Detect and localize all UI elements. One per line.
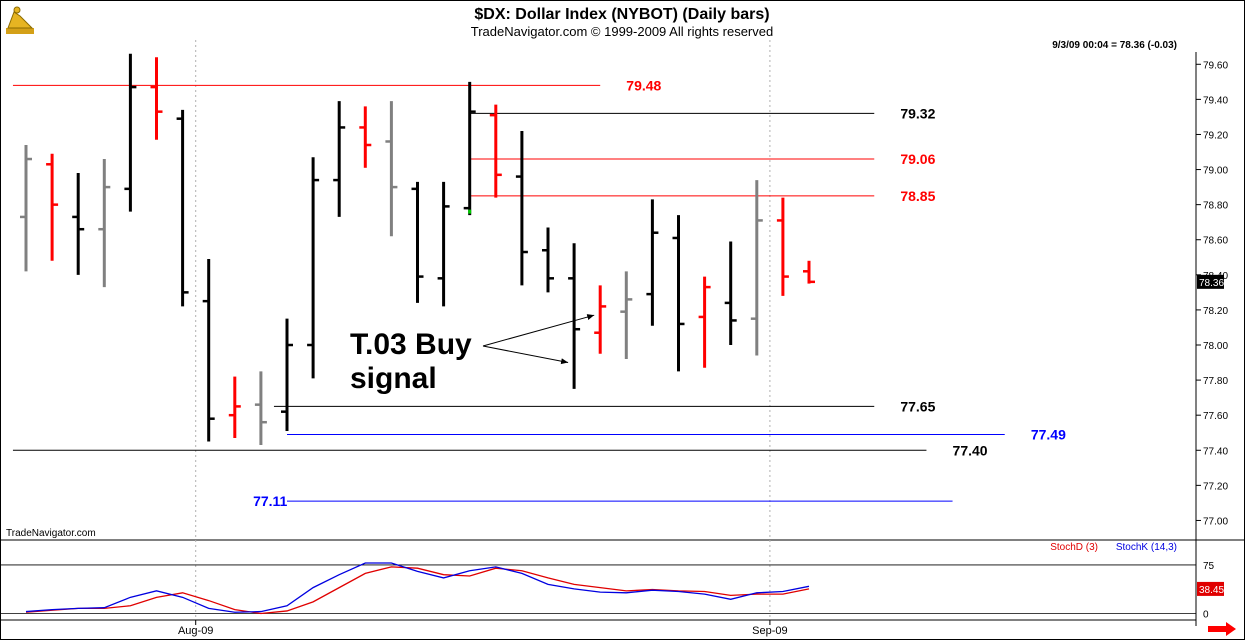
- price-bars: [20, 53, 815, 446]
- annotation-arrow: [482, 345, 569, 365]
- stochd-legend: StochD (3): [1050, 542, 1098, 553]
- ohlc-bar: [20, 144, 32, 272]
- level-label: 79.48: [626, 77, 661, 93]
- price-tick-label: 77.20: [1203, 481, 1228, 492]
- price-tick-label: 79.60: [1203, 60, 1228, 71]
- ohlc-bar: [98, 159, 111, 288]
- price-tick-label: 78.60: [1203, 236, 1228, 247]
- buy-signal-annotation: T.03 Buy signal: [350, 314, 595, 395]
- time-tick-label: Aug-09: [178, 625, 213, 637]
- price-tick-label: 77.80: [1203, 376, 1228, 387]
- logo-telescope-icon[interactable]: [6, 6, 34, 34]
- level-label: 77.11: [253, 493, 287, 509]
- price-tick-label: 77.40: [1203, 446, 1228, 457]
- ohlc-bar: [698, 276, 711, 368]
- ohlc-bar: [333, 101, 346, 217]
- signal-marker: [468, 209, 472, 214]
- price-tick-label: 77.60: [1203, 411, 1228, 422]
- watermark-text: TradeNavigator.com: [6, 528, 96, 539]
- ohlc-bar: [437, 181, 450, 307]
- price-tick-label: 79.40: [1203, 95, 1228, 106]
- ohlc-bar: [463, 81, 476, 216]
- price-tick-label: 78.20: [1203, 306, 1228, 317]
- ohlc-bar: [724, 241, 737, 346]
- stoch-series-line: [25, 562, 810, 613]
- price-tick-label: 77.00: [1203, 516, 1228, 527]
- ohlc-bar: [646, 199, 659, 326]
- ohlc-bar: [411, 181, 424, 303]
- ohlc-bar: [672, 215, 685, 372]
- stoch-last-box: [1197, 581, 1224, 596]
- ohlc-bar: [385, 101, 398, 237]
- ohlc-bar: [568, 243, 581, 389]
- level-label: 77.49: [1031, 426, 1066, 442]
- level-label: 77.40: [953, 442, 988, 458]
- ohlc-bar: [124, 53, 137, 212]
- ohlc-bar: [750, 180, 763, 356]
- vertical-gridlines: [195, 40, 771, 620]
- ohlc-bar: [620, 271, 633, 360]
- copyright-text: TradeNavigator.com © 1999-2009 All right…: [471, 24, 773, 39]
- ohlc-bar: [150, 57, 163, 140]
- stoch-last-label: 38.45: [1199, 585, 1224, 596]
- annotation-arrow: [482, 314, 595, 347]
- time-tick-label: Sep-09: [752, 625, 787, 637]
- last-quote-text: 9/3/09 00:04 = 78.36 (-0.03): [1052, 40, 1177, 51]
- ohlc-bar: [515, 130, 528, 286]
- ohlc-bar: [72, 173, 85, 275]
- stoch-tick-label: 75: [1203, 561, 1215, 572]
- price-tick-label: 79.20: [1203, 130, 1228, 141]
- level-label: 77.65: [900, 398, 935, 414]
- support-resistance-levels: 79.48 79.32 79.06 78.85 77.65 77.49 77.40 77.11: [12, 77, 1066, 509]
- price-tick-label: 78.80: [1203, 201, 1228, 212]
- annotation-line-1: T.03 Buy: [350, 328, 472, 361]
- last-price-box: [1197, 274, 1224, 289]
- time-axis: Aug-09 Sep-09: [178, 620, 788, 637]
- stochk-legend: StochK (14,3): [1116, 542, 1177, 553]
- scroll-right-icon[interactable]: [1208, 622, 1236, 636]
- ohlc-bar: [542, 227, 554, 293]
- ohlc-bar: [228, 376, 241, 438]
- ohlc-bar: [359, 106, 372, 168]
- annotation-line-2: signal: [350, 362, 437, 395]
- ohlc-bar: [489, 104, 502, 198]
- price-tick-label: 79.00: [1203, 166, 1228, 177]
- ohlc-bar: [202, 259, 215, 442]
- level-label: 79.32: [900, 105, 935, 121]
- ohlc-bar: [254, 371, 267, 446]
- price-axis: 79.6079.4079.2079.0078.8078.6078.4078.20…: [1196, 60, 1228, 527]
- ohlc-bar: [46, 153, 59, 261]
- ohlc-bar: [803, 260, 815, 284]
- level-label: 78.85: [900, 188, 935, 204]
- level-label: 79.06: [900, 151, 935, 167]
- ohlc-bar: [307, 157, 320, 379]
- stochastic-panel: 75 0 38.45: [0, 561, 1224, 621]
- price-tick-label: 78.00: [1203, 341, 1228, 352]
- chart-title: $DX: Dollar Index (NYBOT) (Daily bars): [474, 6, 769, 23]
- ohlc-bar: [594, 285, 607, 354]
- last-price-label: 78.36: [1199, 278, 1224, 289]
- ohlc-bar: [776, 197, 789, 296]
- ohlc-bar: [176, 109, 189, 307]
- stoch-tick-label: 0: [1203, 610, 1209, 621]
- ohlc-bar: [281, 318, 293, 431]
